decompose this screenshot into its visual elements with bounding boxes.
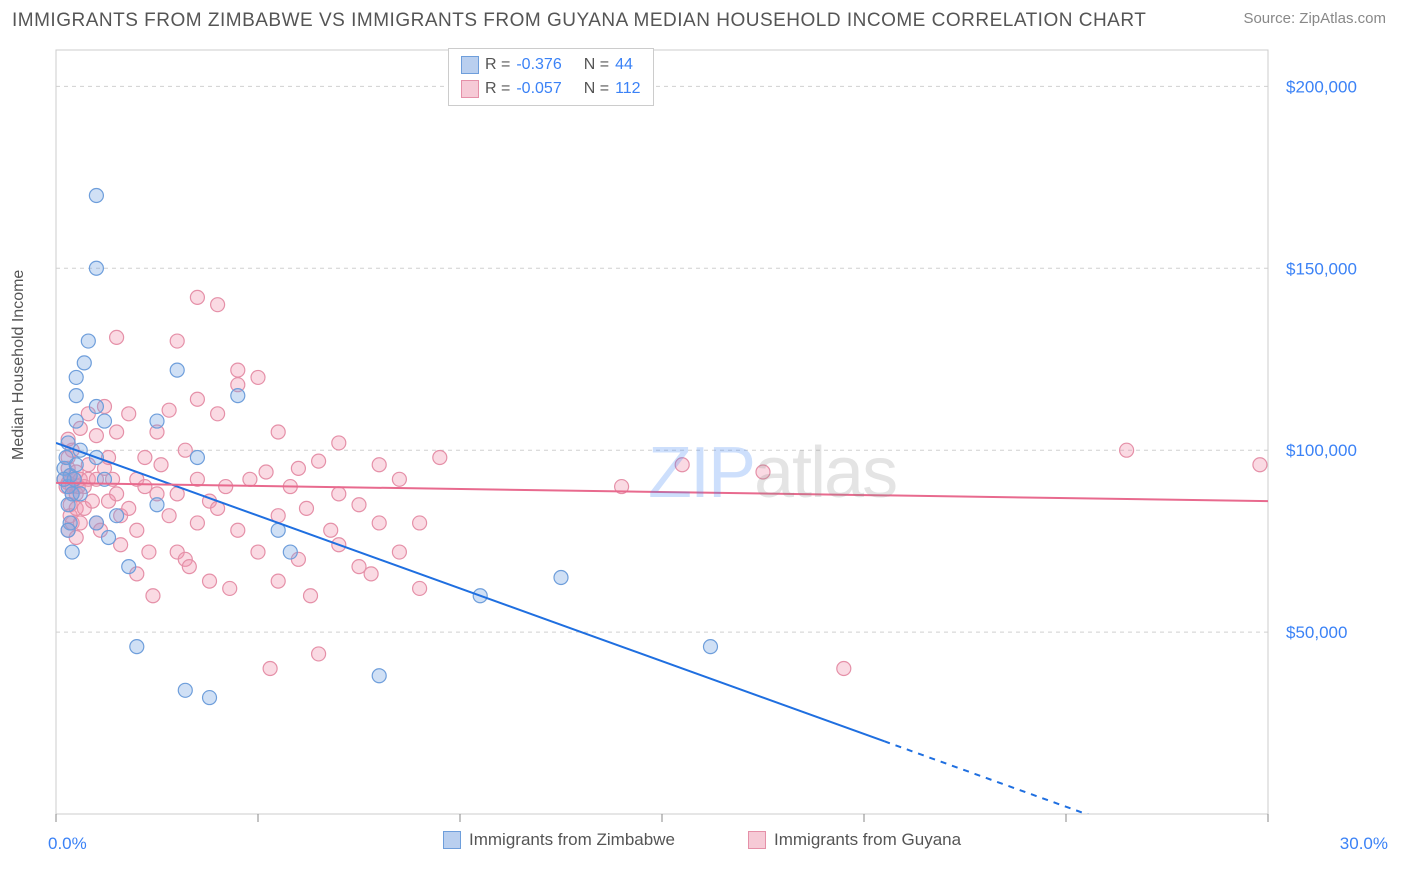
svg-text:$200,000: $200,000 — [1286, 77, 1357, 96]
legend-swatch-icon — [748, 831, 766, 849]
stat-r-value-guyana: -0.057 — [516, 77, 561, 101]
stat-n-label: N = — [584, 53, 609, 77]
stat-r-label: R = — [485, 53, 510, 77]
stat-r-label: R = — [485, 77, 510, 101]
bottom-legend-label-zimbabwe: Immigrants from Zimbabwe — [469, 830, 675, 850]
svg-text:$50,000: $50,000 — [1286, 623, 1347, 642]
stat-n-label: N = — [584, 77, 609, 101]
x-axis-max-label: 30.0% — [1340, 834, 1388, 854]
stats-row-guyana: R = -0.057 N = 112 — [461, 77, 641, 101]
stats-row-zimbabwe: R = -0.376 N = 44 — [461, 53, 641, 77]
legend-swatch-icon — [443, 831, 461, 849]
chart-source: Source: ZipAtlas.com — [1243, 10, 1386, 27]
stat-n-value-zimbabwe: 44 — [615, 53, 633, 77]
scatter-chart: $50,000 $100,000 $150,000 $200,000 — [48, 42, 1388, 852]
chart-container: $50,000$100,000$150,000$200,000 ZIPatlas… — [48, 42, 1388, 852]
stat-r-value-zimbabwe: -0.376 — [516, 53, 561, 77]
y-axis-label: Median Household Income — [10, 270, 28, 460]
x-axis-min-label: 0.0% — [48, 834, 87, 854]
legend-swatch-zimbabwe — [461, 56, 479, 74]
stat-n-value-guyana: 112 — [615, 77, 641, 101]
svg-text:$100,000: $100,000 — [1286, 441, 1357, 460]
bottom-legend-zimbabwe: Immigrants from Zimbabwe — [443, 830, 675, 850]
stats-legend: R = -0.376 N = 44 R = -0.057 N = 112 — [448, 48, 654, 106]
chart-title: IMMIGRANTS FROM ZIMBABWE VS IMMIGRANTS F… — [12, 10, 1146, 32]
legend-swatch-guyana — [461, 80, 479, 98]
svg-text:$150,000: $150,000 — [1286, 259, 1357, 278]
bottom-legend-guyana: Immigrants from Guyana — [748, 830, 961, 850]
bottom-legend-label-guyana: Immigrants from Guyana — [774, 830, 961, 850]
